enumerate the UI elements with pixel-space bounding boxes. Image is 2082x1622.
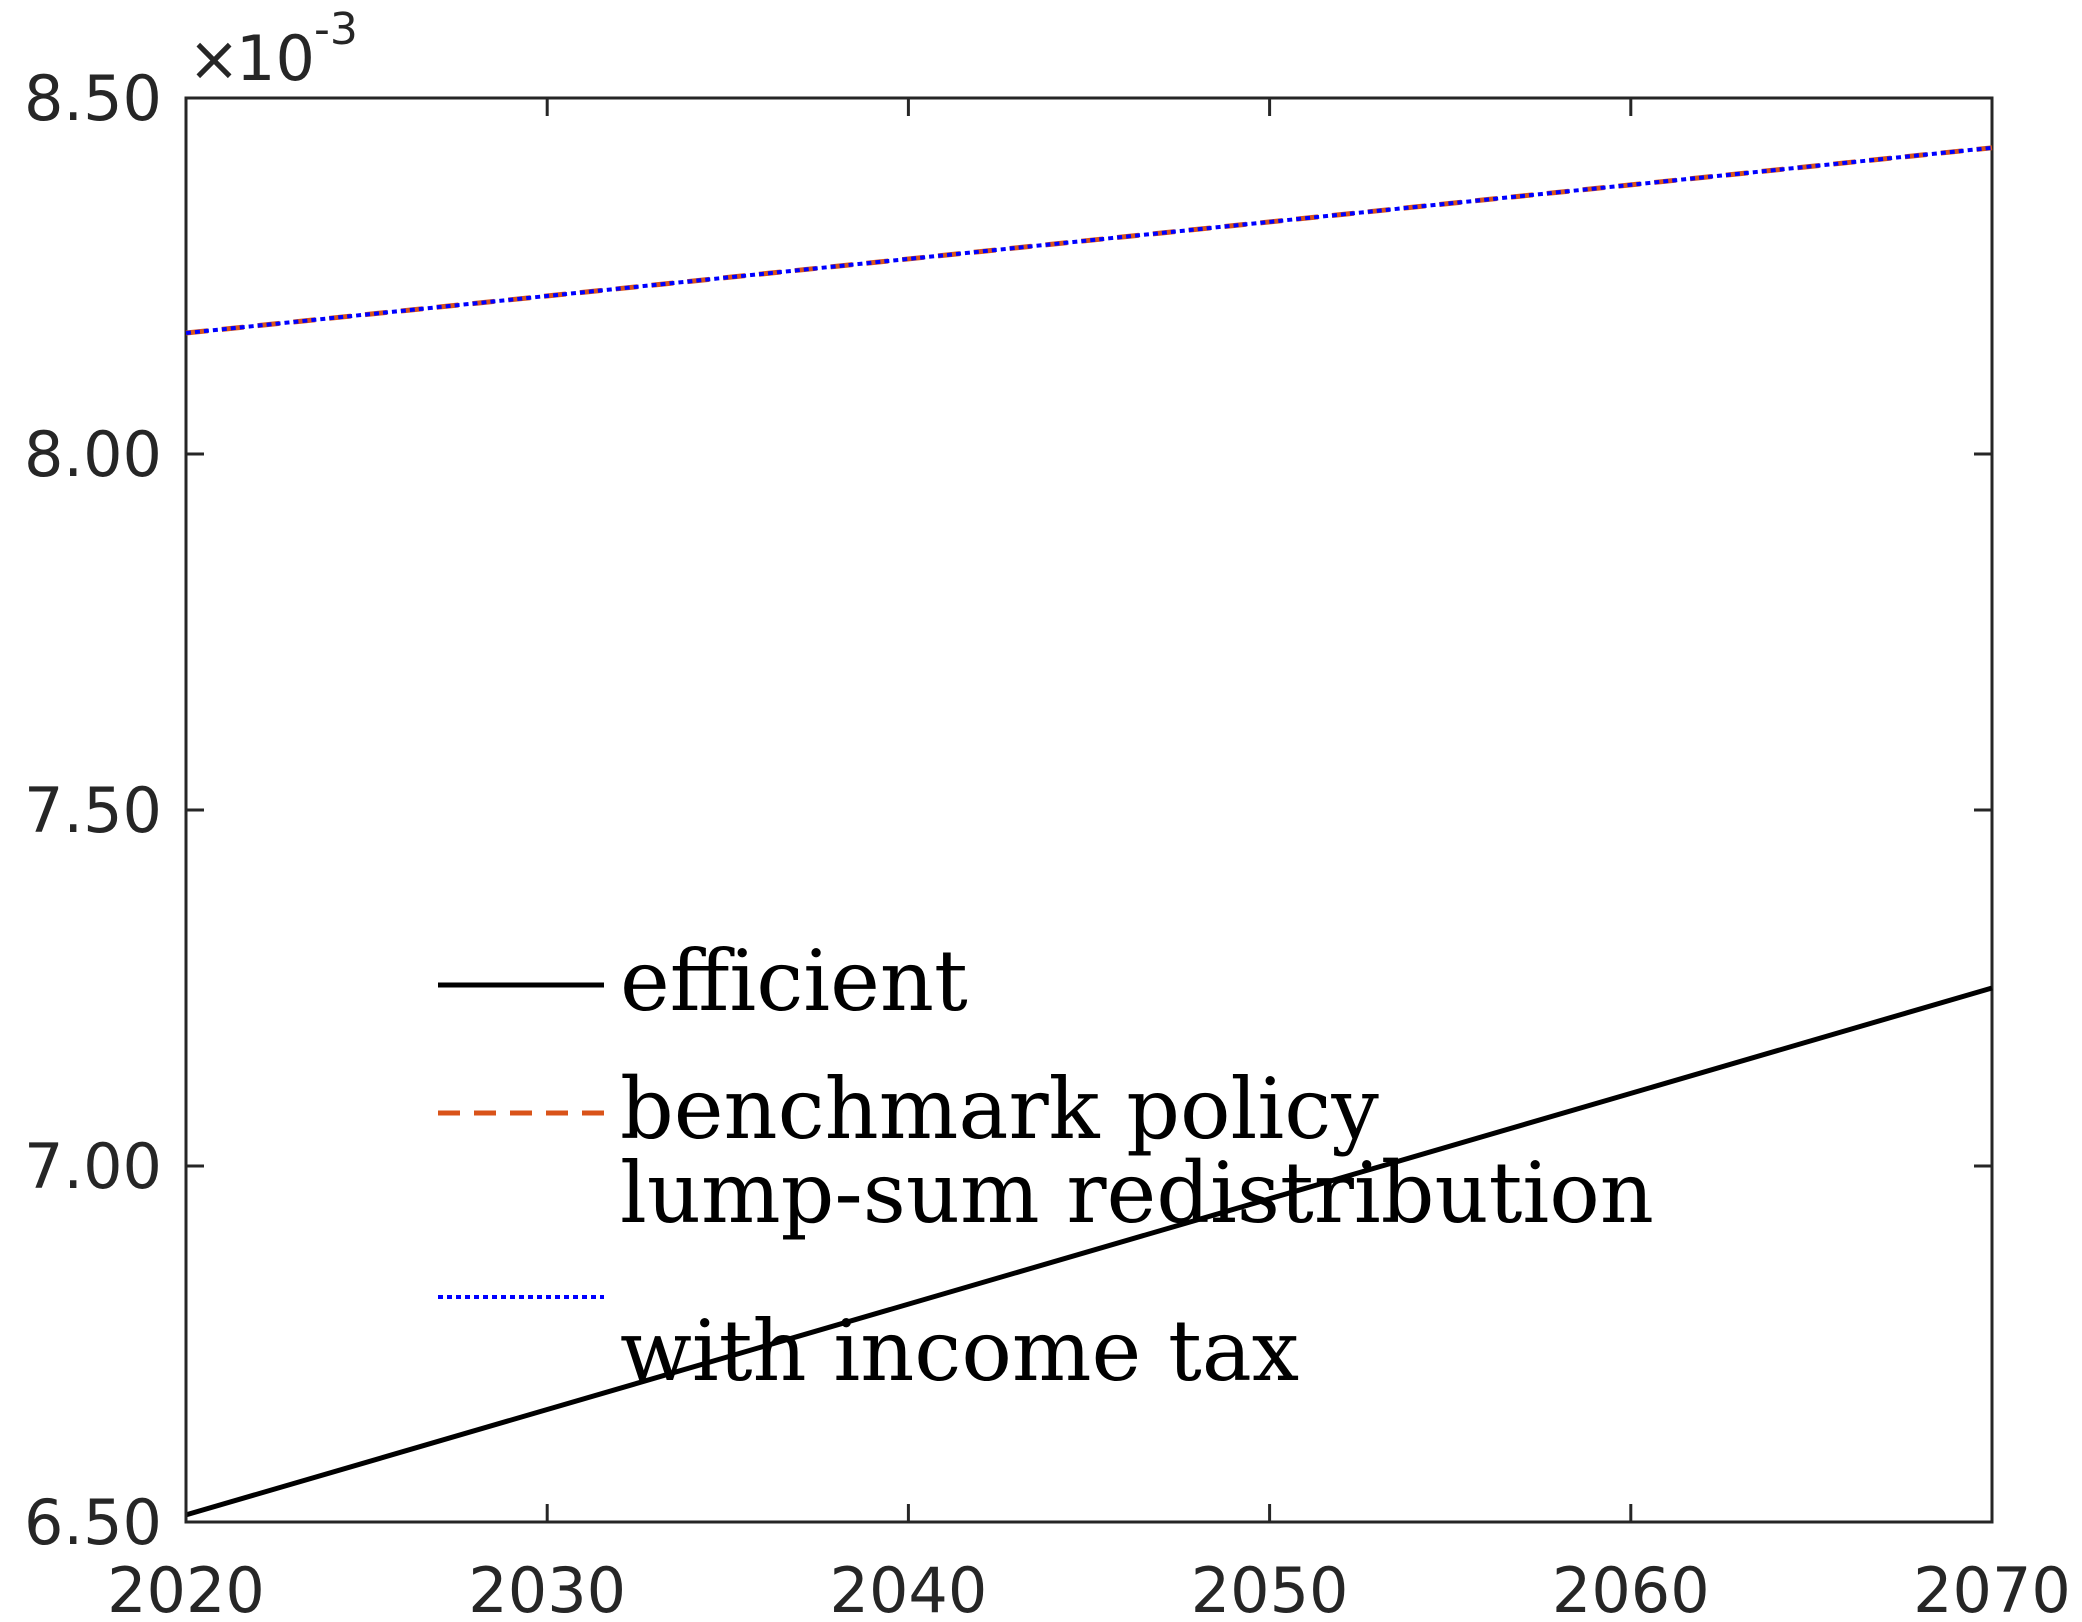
y-tick-label: 7.00 — [24, 1130, 162, 1203]
y-axis: 6.50 7.00 7.50 8.00 8.50 — [24, 62, 1992, 1559]
y-tick-label: 8.00 — [24, 418, 162, 491]
y-axis-exponent: × 10 -3 — [188, 4, 358, 95]
y-tick-label: 6.50 — [24, 1486, 162, 1559]
x-tick-label: 2020 — [107, 1554, 265, 1622]
series-layer — [185, 145, 1993, 1518]
y-tick-label: 8.50 — [24, 62, 162, 135]
legend-label-1: efficient — [620, 932, 968, 1030]
y-tick-label: 7.50 — [24, 774, 162, 847]
x-tick-label: 2060 — [1552, 1554, 1710, 1622]
x-tick-label: 2050 — [1191, 1554, 1349, 1622]
legend-label-2: benchmark policy — [620, 1060, 1379, 1158]
x-tick-label: 2040 — [830, 1554, 988, 1622]
series-line-1 — [185, 985, 1993, 1518]
exponent-base: 10 — [236, 22, 315, 95]
legend-label-3: lump-sum redistribution — [620, 1144, 1654, 1242]
x-axis: 2020 2030 2040 2050 2060 2070 — [107, 98, 2071, 1622]
exponent-power: -3 — [314, 4, 358, 55]
series-line-3 — [185, 145, 1993, 335]
legend-label-3: with income tax — [620, 1302, 1299, 1400]
x-tick-label: 2030 — [468, 1554, 626, 1622]
x-tick-label: 2070 — [1913, 1554, 2071, 1622]
exponent-times: × — [188, 22, 240, 95]
